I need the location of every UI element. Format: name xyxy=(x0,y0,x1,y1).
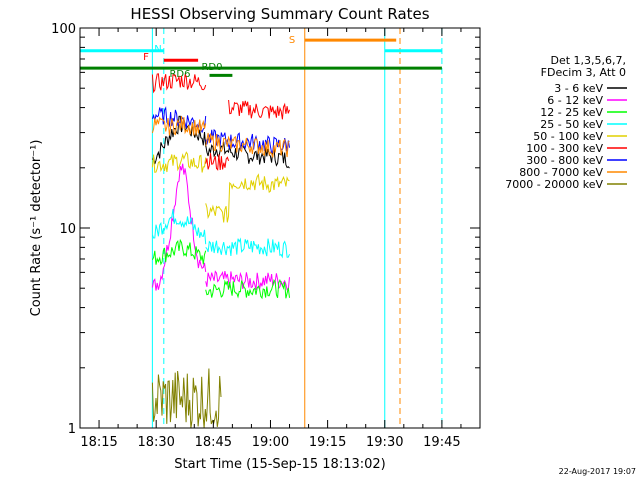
x-axis-label: Start Time (15-Sep-15 18:13:02) xyxy=(174,457,385,472)
series-25-50-kev-segment-1 xyxy=(151,208,207,245)
plot-content: S NF RD6 RD0 xyxy=(79,28,443,429)
x-tick-label: 19:30 xyxy=(366,435,403,450)
series-50-100-kev-segment-1 xyxy=(151,151,207,173)
y-tick-label: 100 xyxy=(51,22,76,37)
legend-label-6-12-kev: 6 - 12 keV xyxy=(547,94,603,107)
series-7000-20000-kev xyxy=(151,368,222,429)
flag-label-rd6: RD6 xyxy=(169,69,190,80)
flag-label-s: S xyxy=(289,35,295,46)
series-50-100-kev xyxy=(151,151,290,223)
series-100-300-kev xyxy=(151,73,290,171)
x-tick-label: 18:15 xyxy=(80,435,117,450)
y-tick-label: 1 xyxy=(68,422,76,437)
series-100-300-kev-segment-3 xyxy=(228,99,290,120)
footer-date: 22-Aug-2017 19:07 xyxy=(559,467,636,476)
series-100-300-kev-segment-1 xyxy=(151,73,207,94)
series-12-25-kev-segment-2 xyxy=(205,278,290,300)
series-12-25-kev xyxy=(151,238,290,300)
x-tick-label: 18:30 xyxy=(137,435,174,450)
flag-label-rd0: RD0 xyxy=(201,62,222,73)
series-50-100-kev-segment-2 xyxy=(205,173,290,223)
series-25-50-kev-segment-2 xyxy=(205,237,290,259)
legend: Det 1,3,5,6,7,FDecim 3, Att 0 3 - 6 keV6 … xyxy=(505,54,627,191)
series-6-12-kev-segment-1 xyxy=(151,163,207,291)
flag-label-f: F xyxy=(143,52,149,63)
series-12-25-kev-segment-1 xyxy=(151,238,207,266)
legend-label-7000-20000-kev: 7000 - 20000 keV xyxy=(505,178,603,191)
series-7000-20000-kev-segment-1 xyxy=(151,368,222,429)
x-tick-label: 19:00 xyxy=(252,435,289,450)
flag-label-n: N xyxy=(154,44,161,55)
legend-label-800-7000-kev: 800 - 7000 keV xyxy=(519,166,603,179)
x-tick-label: 18:45 xyxy=(195,435,232,450)
legend-label-25-50-kev: 25 - 50 keV xyxy=(540,118,603,131)
chart-title: HESSI Observing Summary Count Rates xyxy=(130,5,429,23)
y-axis: 1 10 100 xyxy=(51,22,480,437)
x-tick-label: 19:15 xyxy=(309,435,346,450)
series-100-300-kev-segment-2 xyxy=(205,153,230,171)
series-3-6-kev-segment-1 xyxy=(151,115,207,165)
legend-header-line: Det 1,3,5,6,7, xyxy=(550,54,626,67)
legend-header-line: FDecim 3, Att 0 xyxy=(541,66,626,79)
plot-frame xyxy=(79,27,481,429)
series-6-12-kev xyxy=(151,163,290,291)
x-tick-label: 19:45 xyxy=(423,435,460,450)
series-800-7000-kev-segment-1 xyxy=(151,116,207,136)
legend-label-100-300-kev: 100 - 300 keV xyxy=(526,142,603,155)
series-6-12-kev-segment-2 xyxy=(205,270,290,291)
series-3-6-kev xyxy=(151,115,290,169)
y-axis-label: Count Rate (s⁻¹ detector⁻¹) xyxy=(29,140,44,317)
legend-label-50-100-kev: 50 - 100 keV xyxy=(533,130,603,143)
legend-label-3-6-kev: 3 - 6 keV xyxy=(554,82,603,95)
y-tick-label: 10 xyxy=(59,222,76,237)
series-800-7000-kev-segment-2 xyxy=(205,132,290,158)
x-axis: 18:15 18:30 18:45 19:00 19:15 19:30 19:45 xyxy=(79,28,481,450)
series-800-7000-kev xyxy=(151,116,290,158)
legend-label-12-25-kev: 12 - 25 keV xyxy=(540,106,603,119)
series-3-6-kev-segment-2 xyxy=(205,141,290,169)
series-25-50-kev xyxy=(151,208,290,259)
legend-label-300-800-kev: 300 - 800 keV xyxy=(526,154,603,167)
